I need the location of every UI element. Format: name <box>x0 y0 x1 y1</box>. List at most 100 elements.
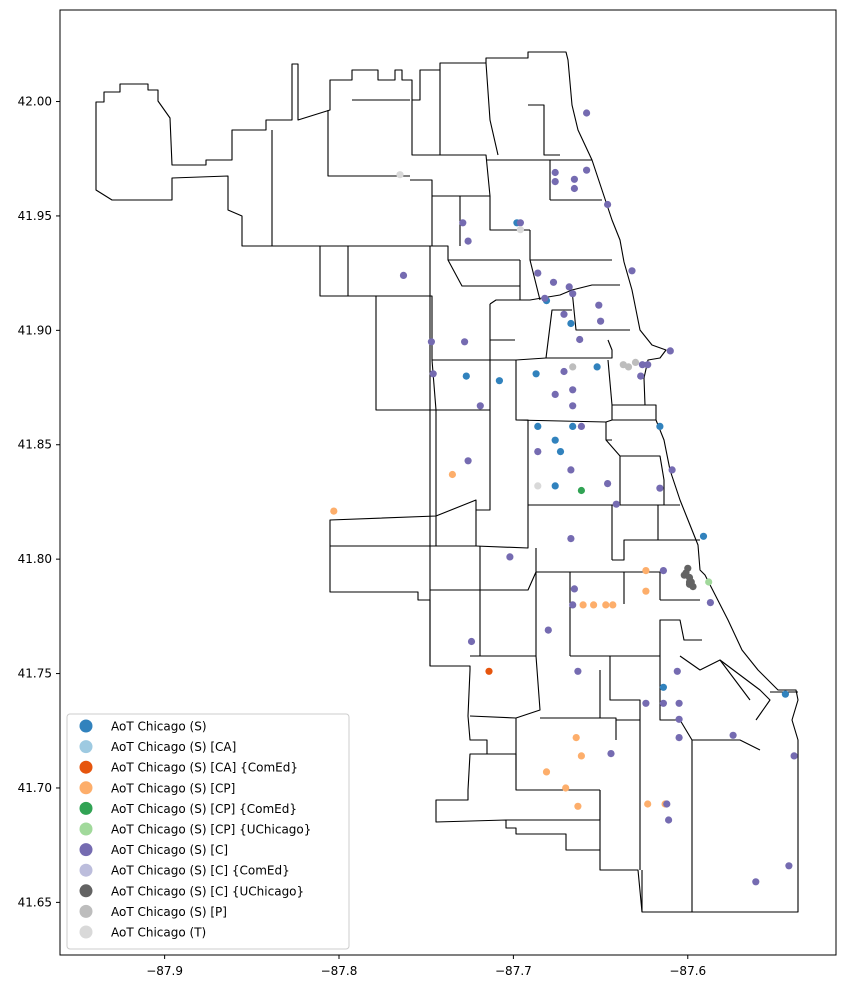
data-point <box>583 109 591 117</box>
data-point <box>399 271 408 279</box>
legend-marker <box>79 760 93 774</box>
data-point <box>569 386 577 394</box>
legend-marker <box>79 822 93 836</box>
legend-marker <box>79 863 93 877</box>
y-tick-label: 41.95 <box>18 209 52 223</box>
data-point <box>785 862 793 870</box>
data-point <box>682 569 690 577</box>
data-point <box>638 361 647 369</box>
data-point <box>462 372 470 380</box>
data-point <box>642 587 650 595</box>
data-point <box>467 637 476 646</box>
data-point <box>659 683 668 691</box>
data-point <box>544 626 552 634</box>
data-point <box>637 372 645 380</box>
data-point <box>644 361 652 369</box>
data-point <box>551 482 559 490</box>
y-tick-label: 41.75 <box>18 667 52 681</box>
data-point <box>659 567 668 575</box>
data-point <box>624 363 633 371</box>
data-point <box>396 171 404 179</box>
data-point <box>534 448 542 456</box>
y-tick-label: 41.65 <box>18 895 52 909</box>
data-point <box>705 578 713 586</box>
data-point <box>675 699 683 707</box>
legend-label: AoT Chicago (S) [C] {ComEd} <box>111 864 290 878</box>
data-point <box>476 402 484 410</box>
data-point <box>569 601 577 609</box>
data-point <box>570 175 579 183</box>
data-point <box>427 338 435 346</box>
data-point <box>567 535 575 543</box>
data-point <box>729 731 737 739</box>
data-point <box>656 484 664 492</box>
data-point <box>659 699 668 707</box>
legend-marker <box>79 740 93 754</box>
data-point <box>666 347 674 355</box>
data-point <box>532 370 540 378</box>
data-point <box>597 317 605 325</box>
data-point <box>485 667 493 675</box>
data-point <box>574 802 582 810</box>
data-point <box>549 278 558 286</box>
legend-marker <box>79 904 93 918</box>
data-point <box>541 294 549 302</box>
data-point <box>604 200 612 209</box>
data-point <box>663 800 671 808</box>
data-point <box>565 283 573 291</box>
data-point <box>464 457 472 465</box>
data-point <box>665 816 673 824</box>
data-point <box>429 370 437 378</box>
data-point <box>631 358 640 366</box>
data-point <box>642 699 650 707</box>
x-tick-label: −87.9 <box>146 964 183 978</box>
data-point <box>593 363 601 371</box>
community-area-boundaries <box>95 51 799 913</box>
data-point <box>551 436 559 444</box>
data-point <box>569 363 577 371</box>
data-point <box>551 168 559 177</box>
data-point <box>562 784 570 792</box>
plot-frame <box>59 9 837 956</box>
data-point <box>330 507 338 515</box>
data-point <box>604 480 612 488</box>
data-point <box>644 800 652 808</box>
legend-label: AoT Chicago (S) [CA] {ComEd} <box>111 761 298 775</box>
data-point <box>574 667 582 675</box>
data-point <box>685 578 694 586</box>
data-point <box>781 690 790 698</box>
legend-marker <box>79 801 93 815</box>
data-point <box>551 390 559 398</box>
data-point <box>706 599 715 607</box>
legend-label: AoT Chicago (S) [CP] {ComEd} <box>111 802 297 816</box>
data-point <box>516 219 525 227</box>
data-point <box>542 768 551 776</box>
legend-frame <box>66 713 350 950</box>
y-tick-label: 41.90 <box>18 323 52 337</box>
y-tick-label: 41.85 <box>18 438 52 452</box>
data-point <box>583 166 591 174</box>
y-tick-label: 41.80 <box>18 552 52 566</box>
data-point <box>569 402 577 410</box>
data-point <box>609 601 617 609</box>
data-point <box>675 734 683 742</box>
data-point <box>506 553 514 561</box>
legend-label: AoT Chicago (S) [P] <box>111 905 227 919</box>
y-axis-ticks: 41.65 41.70 41.75 41.80 41.85 41.90 41.95 42.00 <box>18 95 60 909</box>
data-point <box>551 178 559 186</box>
legend-marker <box>79 843 93 857</box>
data-point <box>495 377 503 385</box>
data-point <box>560 310 568 318</box>
x-tick-label: −87.7 <box>495 964 532 978</box>
legend-marker <box>79 781 93 795</box>
data-point <box>752 878 760 886</box>
data-point <box>642 567 650 575</box>
legend-marker <box>79 925 93 939</box>
data-point <box>673 667 681 675</box>
data-point <box>569 290 577 298</box>
data-point <box>570 184 579 193</box>
data-point <box>534 422 542 430</box>
legend-label: AoT Chicago (S) [C] {UChicago} <box>111 884 304 898</box>
data-point <box>577 422 586 430</box>
